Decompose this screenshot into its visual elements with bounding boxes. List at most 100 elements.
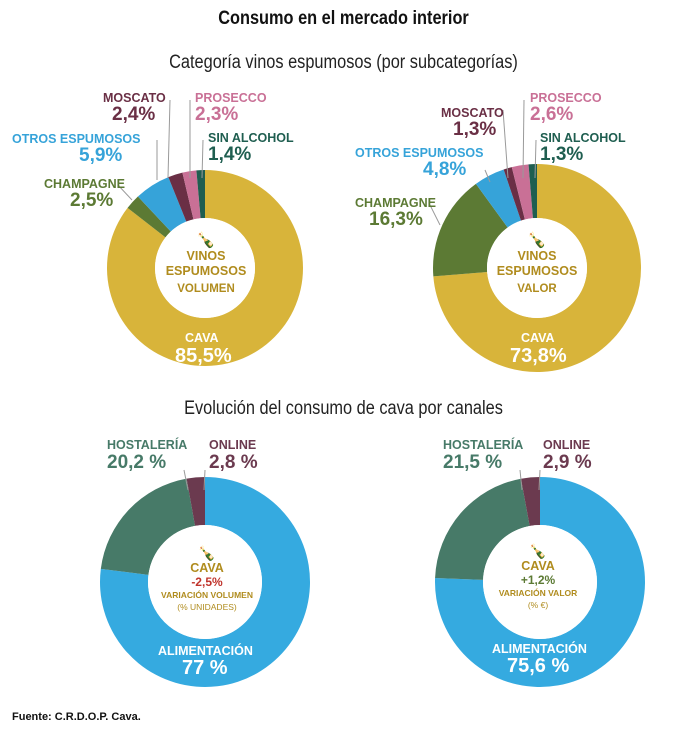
leader-line [117, 184, 133, 201]
label-champagne-name-2: CHAMPAGNE [355, 196, 437, 210]
label-cava-name-1: CAVA [185, 331, 219, 345]
leader-line [502, 109, 509, 179]
label-cava-value-1: 85,5% [175, 345, 232, 367]
label-prosecco-name-1: PROSECCO [195, 91, 267, 105]
donut-hole [148, 525, 262, 639]
label-otros-value-1: 5,9% [79, 145, 123, 166]
slice-moscato [503, 167, 525, 221]
label-otros-value-2: 4,8% [423, 159, 467, 180]
label-champagne-name-1: CHAMPAGNE [44, 177, 126, 191]
center-line-3: VALOR [517, 283, 557, 295]
label-otros-name-1: OTROS ESPUMOSOS [12, 132, 141, 146]
label-moscato-value-1: 2,4% [112, 104, 156, 125]
center-line-2: ESPUMOSOS [165, 264, 247, 278]
label-alimentacion-name-3: ALIMENTACIÓN [158, 644, 253, 658]
center-line-1: VINOS [517, 249, 557, 263]
label-online-name-3: ONLINE [209, 438, 257, 452]
center-line-4: (% €) [527, 600, 549, 610]
label-hostaleria-value-4: 21,5 % [443, 452, 503, 473]
label-prosecco-value-2: 2,6% [530, 104, 574, 125]
slice-champagne [127, 196, 171, 238]
center-line-3: VARIACIÓN VALOR [498, 588, 578, 598]
label-otros-name-2: OTROS ESPUMOSOS [355, 146, 484, 160]
center-chart-4: 🍾 CAVA +1,2% VARIACIÓN VALOR (% €) [478, 543, 598, 611]
label-hostaleria-name-4: HOSTALERÍA [443, 438, 524, 452]
donut-hole [487, 218, 587, 318]
label-sinalcohol-value-1: 1,4% [208, 144, 252, 165]
label-hostaleria-name-3: HOSTALERÍA [107, 438, 188, 452]
leader-line [167, 99, 171, 179]
slice-prosecco [182, 170, 201, 220]
center-variation: -2,5% [191, 575, 223, 589]
label-online-value-3: 2,8 % [209, 452, 258, 473]
label-hostaleria-value-3: 20,2 % [107, 452, 167, 473]
donut-chart-2 [429, 99, 642, 372]
slice-hostaler-a [100, 478, 196, 575]
center-line-2: ESPUMOSOS [496, 264, 578, 278]
slice-online [520, 477, 540, 526]
slice-moscato [168, 172, 194, 222]
center-line-1: VINOS [186, 249, 226, 263]
section-title-channels: Evolución del consumo de cava por canale… [184, 398, 503, 419]
slice-champagne [433, 183, 508, 277]
center-chart-2: 🍾 VINOS ESPUMOSOS VALOR [471, 233, 603, 299]
slice-online [186, 477, 205, 526]
center-line-1: CAVA [190, 561, 224, 575]
slice-cava [106, 170, 303, 366]
leader-line [429, 204, 441, 226]
bottles-icon: 🍾 [527, 232, 547, 249]
center-line-4: (% UNIDADES) [177, 602, 237, 612]
center-chart-1: 🍾 VINOS ESPUMOSOS VOLUMEN [140, 233, 272, 299]
slice-otros-espumosos [475, 169, 521, 228]
bottles-icon: 🍾 [196, 232, 216, 249]
leader-line [538, 469, 541, 491]
slice-prosecco [511, 164, 533, 220]
bottle-icon: 🍾 [529, 543, 547, 559]
donut-hole [155, 218, 255, 318]
center-line-3: VARIACIÓN VOLUMEN [161, 590, 253, 600]
slice-alimentaci-n [100, 477, 311, 687]
label-moscato-value-2: 1,3% [453, 119, 497, 140]
label-online-name-4: ONLINE [543, 438, 591, 452]
label-cava-value-2: 73,8% [510, 345, 567, 367]
slice-alimentaci-n [435, 477, 646, 687]
donut-chart-1 [106, 99, 303, 366]
label-alimentacion-value-3: 77 % [182, 657, 228, 679]
label-alimentacion-name-4: ALIMENTACIÓN [492, 642, 587, 656]
slice-cava [433, 164, 642, 372]
label-sinalcohol-value-2: 1,3% [540, 144, 584, 165]
bottle-icon: 🍾 [198, 545, 216, 561]
leader-line [183, 469, 189, 491]
center-chart-3: 🍾 CAVA -2,5% VARIACIÓN VOLUMEN (% UNIDAD… [147, 545, 267, 613]
label-sinalcohol-name-2: SIN ALCOHOL [540, 131, 626, 145]
donut-chart-3 [100, 469, 311, 687]
label-champagne-value-2: 16,3% [369, 209, 423, 230]
leader-line [519, 469, 523, 491]
center-line-1: CAVA [521, 559, 555, 573]
slice-sin-alcohol [196, 170, 205, 219]
leader-line [484, 169, 491, 183]
section-title-subcategories: Categoría vinos espumosos (por subcatego… [169, 52, 518, 73]
leader-line [522, 99, 525, 179]
label-alimentacion-value-4: 75,6 % [507, 655, 570, 677]
label-moscato-name-1: MOSCATO [103, 91, 166, 105]
label-prosecco-value-1: 2,3% [195, 104, 239, 125]
label-online-value-4: 2,9 % [543, 452, 592, 473]
label-cava-name-2: CAVA [521, 331, 555, 345]
label-champagne-value-1: 2,5% [70, 190, 114, 211]
page-title: Consumo en el mercado interior [218, 8, 469, 29]
label-prosecco-name-2: PROSECCO [530, 91, 602, 105]
center-line-3: VOLUMEN [177, 283, 235, 295]
label-sinalcohol-name-1: SIN ALCOHOL [208, 131, 294, 145]
center-variation: +1,2% [520, 573, 556, 587]
leader-line [201, 139, 204, 179]
slice-otros-espumosos [137, 177, 187, 232]
leader-line [203, 469, 206, 491]
donut-hole [483, 525, 597, 639]
leader-line [534, 139, 537, 179]
source-note: Fuente: C.R.D.O.P. Cava. [12, 711, 141, 723]
donut-chart-4 [435, 469, 646, 687]
slice-hostaler-a [435, 478, 530, 580]
label-moscato-name-2: MOSCATO [441, 106, 504, 120]
